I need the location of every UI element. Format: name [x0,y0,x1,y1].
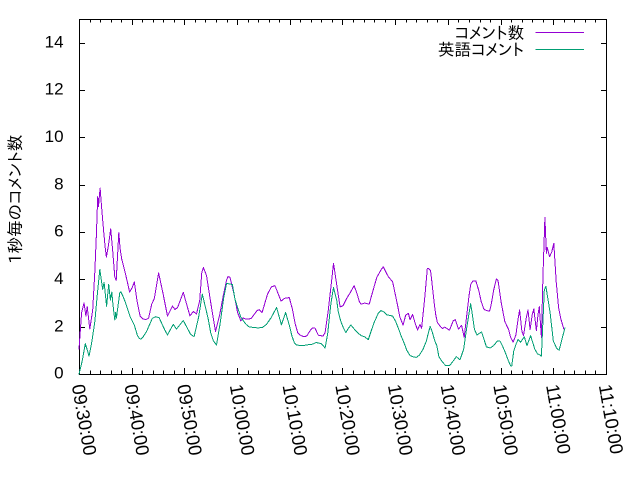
svg-text:14: 14 [45,32,64,51]
svg-text:4: 4 [54,269,63,288]
svg-text:12: 12 [45,80,64,99]
svg-text:2: 2 [54,316,63,335]
svg-text:8: 8 [54,174,63,193]
svg-text:0: 0 [54,364,63,383]
svg-text:10: 10 [45,127,64,146]
svg-text:6: 6 [54,222,63,241]
